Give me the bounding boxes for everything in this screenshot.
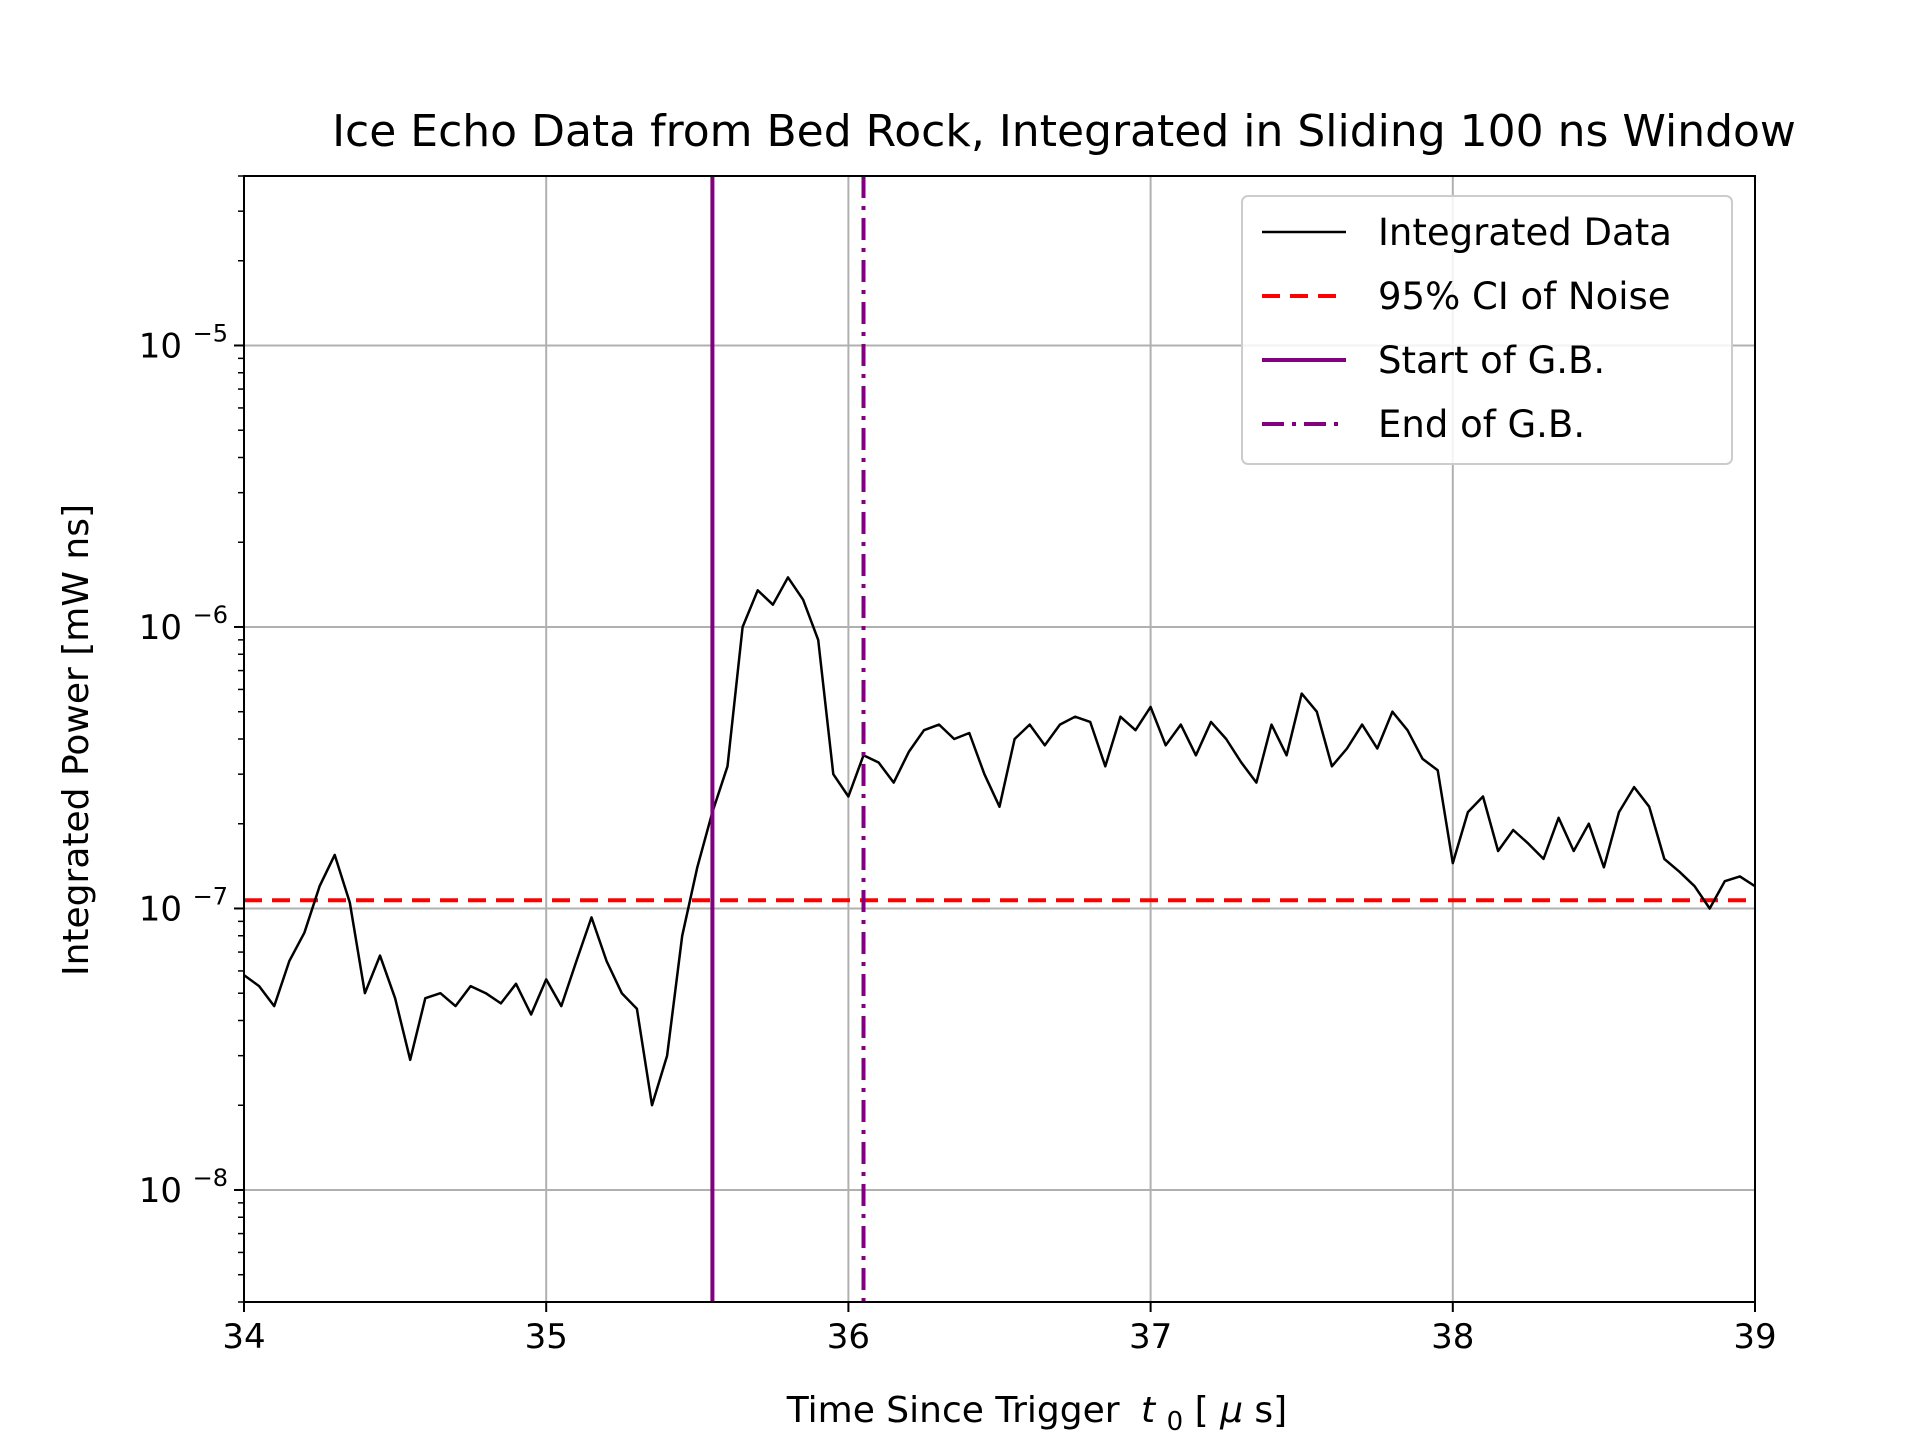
x-axis-label-unit-open: [ xyxy=(1195,1390,1209,1431)
legend: Integrated Data 95% CI of Noise Start of G… xyxy=(1241,195,1733,465)
x-axis-label: Time Since Trigger t 0 [ μ s] xyxy=(786,1390,1287,1439)
legend-box xyxy=(1241,195,1733,465)
legend-label: 95% CI of Noise xyxy=(1378,275,1671,318)
x-tick-label: 38 xyxy=(1431,1317,1474,1357)
x-axis-label-symbol: t xyxy=(1141,1390,1157,1431)
x-axis-label-unit-rest: s] xyxy=(1254,1390,1287,1431)
x-tick-label: 34 xyxy=(222,1317,265,1357)
chart-title: Ice Echo Data from Bed Rock, Integrated … xyxy=(332,106,1796,157)
x-tick-label: 35 xyxy=(525,1317,568,1357)
y-tick-label: 10 xyxy=(139,608,182,648)
y-tick-label: 10 xyxy=(139,1171,182,1211)
y-tick-exponent: −5 xyxy=(193,319,228,347)
y-tick-exponent: −7 xyxy=(193,882,228,910)
x-tick-label: 37 xyxy=(1129,1317,1172,1357)
axes-frame xyxy=(243,175,1756,1303)
x-axis-label-subscript: 0 xyxy=(1167,1407,1184,1437)
x-axis-label-text: Time Since Trigger xyxy=(786,1390,1120,1431)
integrated-data-line xyxy=(244,576,1755,1107)
y-tick-base: 10 xyxy=(139,608,182,648)
y-tick-base: 10 xyxy=(139,1171,182,1211)
axes: 34 35 36 37 38 39 10 −8 10 −7 10 −6 10 −5 xyxy=(139,175,1777,1357)
legend-label: Integrated Data xyxy=(1378,211,1672,254)
y-tick-base: 10 xyxy=(139,889,182,929)
y-tick-label: 10 xyxy=(139,326,182,366)
x-tick-label: 39 xyxy=(1733,1317,1776,1357)
y-tick-exponent: −8 xyxy=(193,1164,228,1192)
x-tick-label: 36 xyxy=(827,1317,870,1357)
y-tick-label: 10 xyxy=(139,889,182,929)
y-tick-exponent: −6 xyxy=(193,601,228,629)
y-axis-label: Integrated Power [mW ns] xyxy=(56,504,97,976)
legend-label: End of G.B. xyxy=(1378,403,1585,446)
legend-label: Start of G.B. xyxy=(1378,339,1605,382)
plot-area xyxy=(244,176,1755,1302)
y-tick-base: 10 xyxy=(139,326,182,366)
x-axis-label-unit-mu: μ xyxy=(1219,1390,1243,1431)
